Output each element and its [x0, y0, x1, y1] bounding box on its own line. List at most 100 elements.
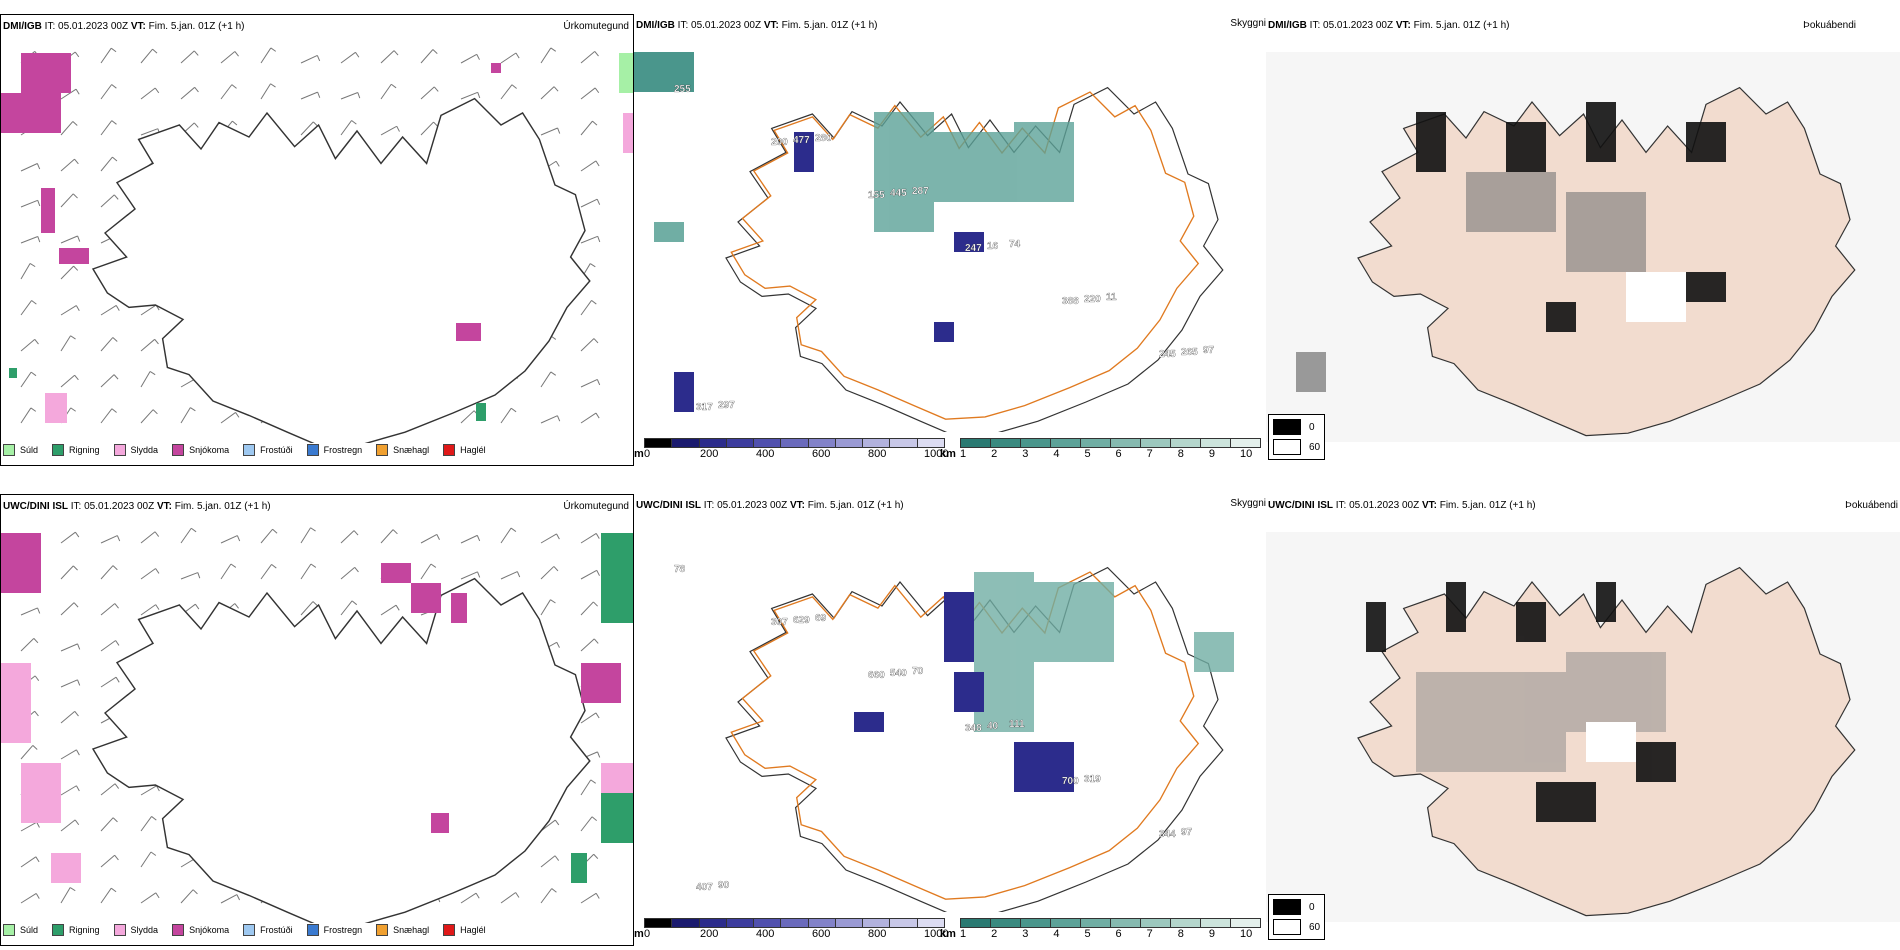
wind-barb-flag — [30, 371, 37, 377]
wind-barb-flag — [312, 601, 318, 607]
wind-barb-flag — [194, 603, 200, 610]
wind-barb — [580, 379, 598, 388]
wind-barb-flag — [596, 379, 601, 386]
wind-barb-flag — [516, 571, 521, 578]
wind-barb-flag — [35, 856, 40, 863]
wind-barb — [540, 855, 556, 868]
wind-barb-flag — [392, 529, 398, 535]
panel-title: Þokuábendi — [1845, 500, 1898, 511]
colorbar-tick: 0 — [644, 448, 651, 460]
wind-barb-flag — [236, 894, 241, 901]
wind-barb-flag — [270, 47, 277, 52]
colorbar-cell — [698, 438, 726, 448]
wind-barb-flag — [76, 749, 80, 756]
cloudbase-label: 344 — [1159, 829, 1176, 840]
wind-barb — [100, 84, 113, 100]
legend-swatch — [306, 924, 319, 936]
wind-barb-flag — [596, 199, 601, 205]
wind-barb-flag — [556, 415, 561, 422]
wind-barb — [340, 51, 356, 64]
wind-barb-flag — [593, 601, 598, 607]
wind-barb-flag — [77, 679, 81, 686]
wind-barb-flag — [112, 817, 118, 823]
wind-barb-flag — [192, 889, 198, 895]
wind-barb-flag — [396, 126, 400, 132]
wind-barb — [100, 120, 113, 136]
legend-item: Frostúði — [243, 924, 293, 936]
cloudbase-label: 11 — [1106, 292, 1117, 303]
wind-barb-flag — [114, 854, 119, 861]
wind-barb-flag — [554, 819, 560, 826]
colorbar-cell — [1080, 918, 1110, 928]
wind-barb-flag — [232, 120, 238, 126]
wind-barb — [60, 887, 71, 904]
wind-barb-flag — [594, 51, 599, 57]
cloudbase-panel-row2: UWC/DINI ISL IT: 05.01.2023 00Z VT: Fim.… — [634, 494, 1266, 946]
legend-label: Súld — [20, 925, 39, 935]
wind-barb — [140, 816, 152, 832]
cloudbase-label: 111 — [1009, 719, 1025, 730]
colorbar-tick: 400 — [756, 928, 775, 940]
panel-title: Þokuábendi — [1803, 20, 1856, 31]
wind-barb-flag — [154, 339, 159, 345]
legend-item: Haglél — [443, 924, 486, 936]
colorbar-cell — [960, 438, 990, 448]
wind-barb — [180, 889, 194, 904]
legend-item: Frostúði — [243, 444, 293, 456]
wind-barb — [20, 607, 38, 616]
wind-barb-flag — [35, 893, 40, 899]
wind-barb-flag — [115, 305, 120, 311]
colorbar-tick: 200 — [700, 928, 719, 940]
visibility-unit: km — [940, 928, 956, 940]
wind-barb-flag — [272, 528, 278, 534]
wind-barb-flag — [551, 888, 557, 893]
colorbar-cell — [1080, 438, 1110, 448]
cloudbase-label: 280 — [815, 133, 832, 144]
legend-swatch — [306, 444, 319, 456]
wind-barb — [380, 50, 395, 64]
fog-legend: 0 60 — [1268, 894, 1326, 940]
legend-label: Haglél — [460, 925, 486, 935]
wind-barb — [100, 305, 117, 316]
wind-barb-flag — [152, 48, 158, 54]
wind-barb-flag — [390, 83, 397, 89]
colorbar-cell — [780, 918, 808, 928]
wind-barb-flag — [193, 122, 199, 128]
wind-barb — [220, 51, 236, 64]
wind-barb-flag — [111, 408, 117, 413]
cloudbase-label: 220 — [1084, 294, 1101, 305]
cloudbase-label: 388 — [1062, 296, 1079, 307]
legend-label: Haglél — [460, 445, 486, 455]
wind-barb-flag — [235, 412, 240, 418]
wind-barb — [580, 601, 594, 616]
colorbar-cell — [1140, 438, 1170, 448]
fog-legend-label: 60 — [1309, 921, 1321, 933]
wind-barb-flag — [112, 565, 118, 571]
colorbar-tick: 8 — [1177, 448, 1184, 460]
wind-barb — [340, 600, 353, 616]
wind-barb-flag — [230, 563, 237, 568]
colorbar-tick: 5 — [1084, 928, 1091, 940]
fog-map — [1266, 532, 1900, 922]
legend-swatch — [113, 924, 126, 936]
wind-barb-flag — [74, 711, 79, 717]
wind-barb — [100, 640, 116, 652]
wind-barb — [180, 50, 195, 64]
wind-barb — [260, 47, 272, 64]
wind-barb — [60, 121, 74, 136]
fog-legend-row: 0 — [1273, 897, 1320, 917]
wind-barb-flag — [595, 712, 600, 719]
wind-barb — [100, 603, 116, 616]
wind-barb — [580, 300, 592, 316]
fog-legend-swatch — [1273, 899, 1301, 915]
legend-label: Frostúði — [260, 445, 293, 455]
wind-barb — [580, 160, 597, 172]
wind-barb-flag — [74, 158, 79, 165]
cloudbase-label: 40 — [987, 721, 999, 732]
wind-barb — [20, 638, 35, 652]
wind-barb — [300, 563, 312, 580]
wind-barb — [20, 856, 37, 868]
wind-barb-flag — [113, 374, 119, 380]
wind-barb — [100, 535, 118, 544]
wind-barb-flag — [116, 535, 121, 542]
